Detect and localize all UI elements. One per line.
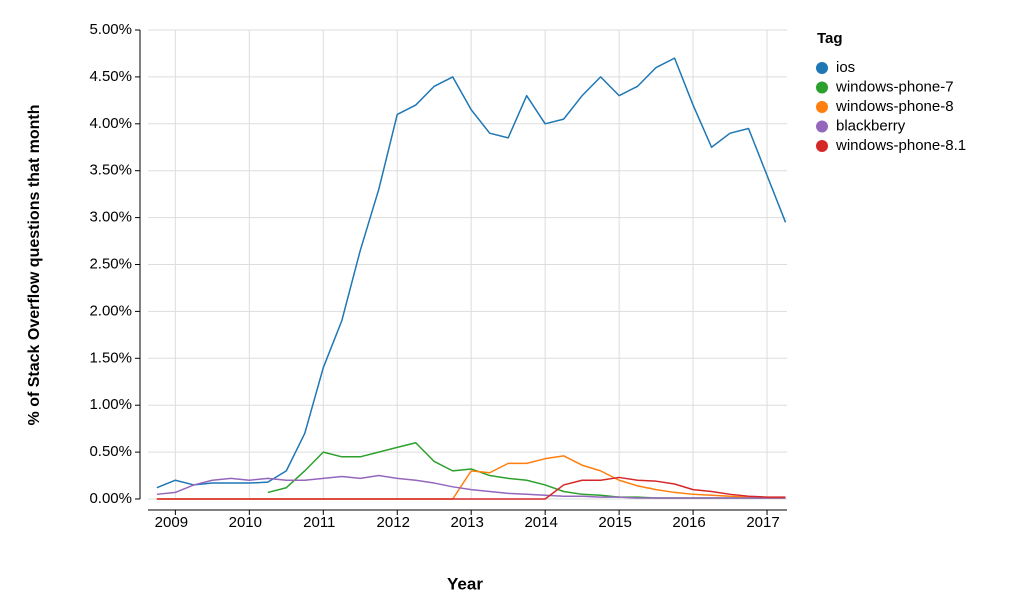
legend-label: blackberry (836, 117, 906, 134)
legend-label: windows-phone-8 (835, 98, 954, 115)
y-tick-label: 0.50% (89, 443, 132, 460)
legend-label: windows-phone-8.1 (835, 137, 966, 154)
x-tick-label: 2013 (451, 514, 484, 531)
x-tick-label: 2011 (303, 514, 335, 531)
x-axis-title: Year (447, 574, 483, 593)
y-tick-label: 1.50% (89, 349, 132, 366)
legend-label: windows-phone-7 (835, 78, 954, 95)
legend-symbol (816, 81, 828, 94)
x-tick-label: 2010 (229, 514, 262, 531)
y-tick-label: 5.00% (89, 21, 132, 38)
legend-symbol (816, 101, 828, 113)
x-tick-label: 2016 (672, 514, 705, 531)
legend-title: Tag (817, 30, 843, 47)
legend-symbol (816, 62, 828, 74)
series-line (156, 474, 786, 499)
x-tick-label: 2012 (377, 514, 410, 531)
y-tick-label: 3.00% (89, 209, 132, 226)
legend-symbol (816, 140, 828, 152)
x-tick-label: 2015 (598, 514, 631, 531)
y-tick-label: 4.00% (89, 115, 132, 132)
y-tick-label: 1.00% (89, 396, 132, 413)
y-tick-label: 2.50% (89, 255, 132, 272)
series-line (156, 57, 787, 489)
legend-label: ios (836, 59, 855, 76)
series-line (267, 441, 786, 499)
y-tick-label: 3.50% (89, 162, 132, 179)
y-tick-label: 2.00% (89, 302, 132, 319)
series-line (156, 476, 786, 500)
x-tick-label: 2009 (155, 514, 188, 531)
x-tick-label: 2014 (524, 514, 557, 531)
y-tick-label: 4.50% (89, 68, 132, 85)
y-tick-label: 0.00% (89, 490, 132, 507)
x-tick-label: 2017 (746, 514, 779, 531)
legend-symbol (816, 120, 828, 133)
y-axis-title: % of Stack Overflow questions that month (26, 105, 43, 426)
